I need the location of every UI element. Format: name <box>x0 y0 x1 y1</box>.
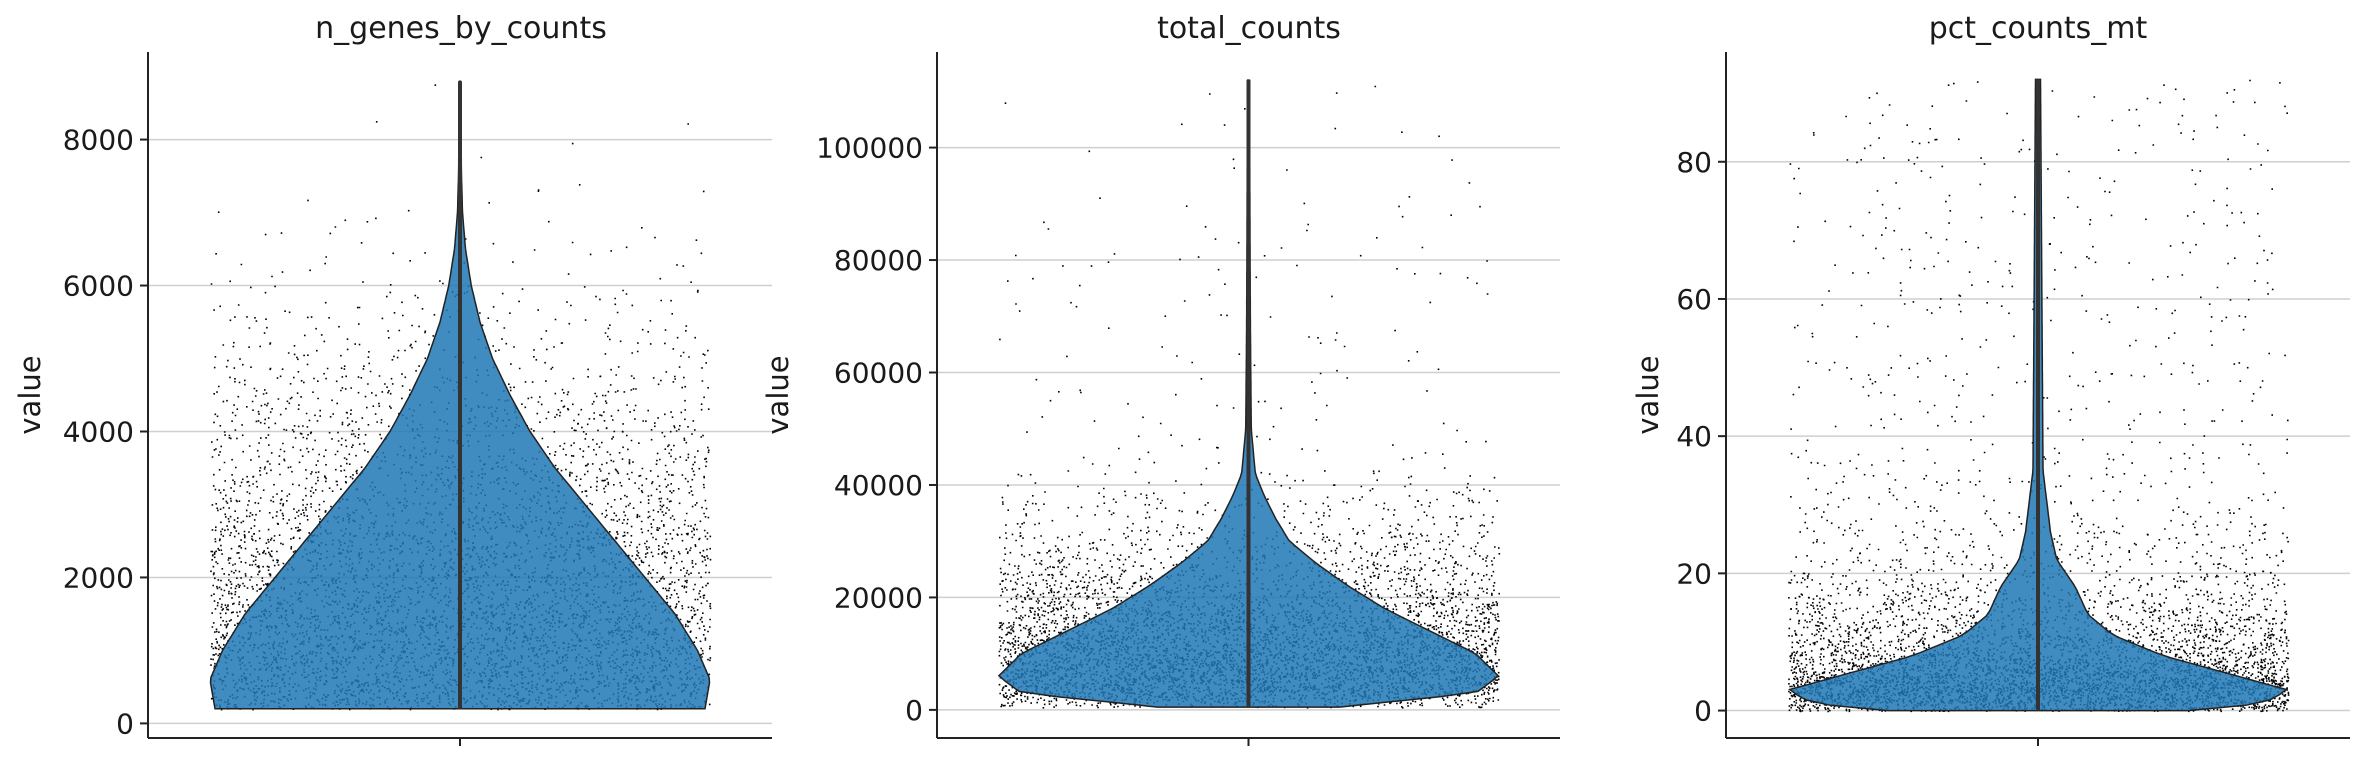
y-tick-label: 4000 <box>63 415 134 448</box>
panel-title: total_counts <box>1157 11 1341 46</box>
y-tick-label: 0 <box>905 694 923 727</box>
panel-total-counts: total_counts value 0 20000 40000 60000 80000… <box>761 11 1560 746</box>
panel-title: pct_counts_mt <box>1929 11 2148 46</box>
y-tick-label: 0 <box>116 707 134 740</box>
y-tick-label: 100000 <box>816 132 923 165</box>
y-tick-label: 40 <box>1676 420 1712 453</box>
y-tick-label: 60 <box>1676 283 1712 316</box>
panel-title: n_genes_by_counts <box>315 11 607 46</box>
y-tick-label: 8000 <box>63 124 134 157</box>
y-tick-label: 80000 <box>834 244 923 277</box>
y-tick-label: 60000 <box>834 357 923 390</box>
panel-pct-counts-mt: pct_counts_mt value 0 20 40 60 80 <box>1631 11 2350 746</box>
y-axis-label: value <box>1631 355 1665 434</box>
y-tick-label: 2000 <box>63 561 134 594</box>
y-tick-label: 20000 <box>834 581 923 614</box>
y-tick-label: 20 <box>1676 557 1712 590</box>
y-axis-label: value <box>761 355 795 434</box>
y-axis-label: value <box>13 355 47 434</box>
y-tick-label: 80 <box>1676 146 1712 179</box>
y-tick-label: 40000 <box>834 469 923 502</box>
y-tick-label: 0 <box>1694 695 1712 728</box>
y-tick-label: 6000 <box>63 270 134 303</box>
panel-n-genes-by-counts: n_genes_by_counts value 0 2000 4000 6000 800… <box>13 11 772 746</box>
